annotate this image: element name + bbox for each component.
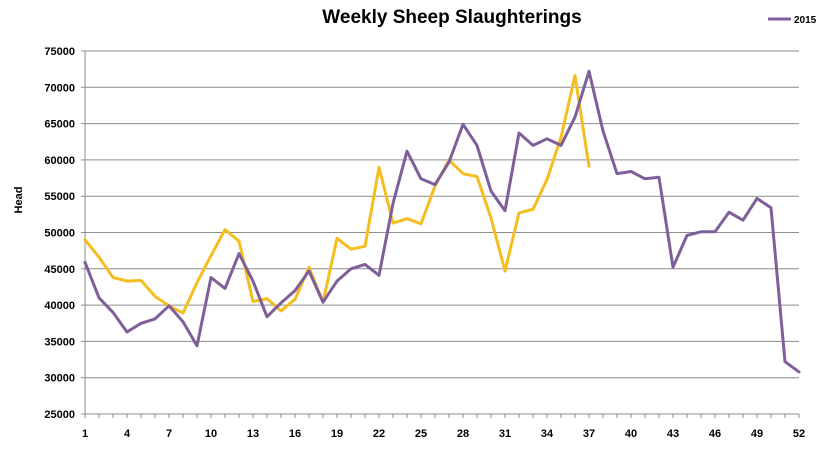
series-line-1	[83, 69, 801, 374]
x-tick-label: 28	[457, 428, 469, 440]
y-tick-label: 40000	[44, 300, 75, 312]
x-tick-label: 7	[166, 428, 172, 440]
x-tick-label: 34	[541, 428, 554, 440]
y-tick-label: 60000	[44, 155, 75, 167]
x-tick-label: 46	[709, 428, 721, 440]
y-tick-label: 55000	[44, 191, 75, 203]
x-tick-label: 49	[751, 428, 763, 440]
y-axis-label: Head	[13, 187, 25, 214]
x-tick-label: 25	[415, 428, 427, 440]
series-lines	[83, 69, 801, 374]
x-tick-label: 4	[124, 428, 131, 440]
x-tick-label: 37	[583, 428, 595, 440]
y-tick-label: 30000	[44, 373, 75, 385]
x-tick-label: 13	[247, 428, 259, 440]
legend-label: 2015	[794, 15, 817, 26]
y-tick-label: 70000	[44, 82, 75, 94]
y-tick-label: 35000	[44, 336, 75, 348]
x-tick-label: 10	[205, 428, 217, 440]
x-tick-label: 40	[625, 428, 637, 440]
x-tick-label: 19	[331, 428, 343, 440]
series-line-2	[83, 74, 591, 315]
y-tick-label: 25000	[44, 409, 75, 421]
y-tick-label: 75000	[44, 46, 75, 58]
legend: 2015	[768, 15, 817, 26]
x-tick-label: 1	[82, 428, 88, 440]
x-tick-label: 22	[373, 428, 385, 440]
gridlines	[85, 50, 799, 379]
x-tick-label: 31	[499, 428, 511, 440]
x-axis-ticks: 1 4 7 10 13 16 19 22 25 28 31 34 37 40 43 46 49 52	[82, 414, 805, 440]
y-tick-label: 65000	[44, 119, 75, 131]
chart-title: Weekly Sheep Slaughterings	[322, 7, 581, 28]
y-tick-label: 50000	[44, 228, 75, 240]
y-axis-ticks: 25000 30000 35000 40000 45000 50000 55000 60000…	[44, 46, 85, 421]
x-tick-label: 52	[793, 428, 805, 440]
x-tick-label: 16	[289, 428, 301, 440]
y-tick-label: 45000	[44, 264, 75, 276]
x-tick-label: 43	[667, 428, 679, 440]
